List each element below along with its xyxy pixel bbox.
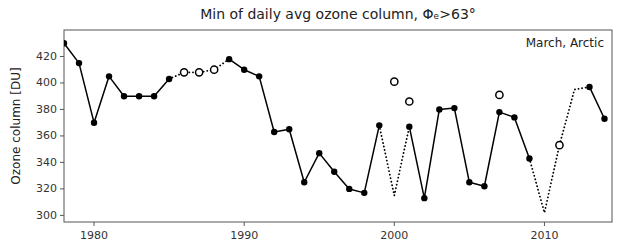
y-tick — [60, 135, 64, 136]
open-marker — [196, 69, 203, 76]
marker — [481, 183, 487, 189]
y-tick-label: 300 — [36, 209, 57, 222]
x-tick-label: 2000 — [380, 229, 408, 242]
marker — [346, 186, 352, 192]
x-tick — [94, 222, 95, 226]
marker — [436, 106, 442, 112]
x-tick — [244, 222, 245, 226]
line — [169, 59, 589, 213]
open-marker — [496, 91, 503, 98]
marker — [301, 179, 307, 185]
plot-area — [64, 40, 608, 213]
x-tick-label: 1980 — [80, 229, 108, 242]
y-tick-label: 400 — [36, 76, 57, 89]
marker — [121, 93, 127, 99]
y-tick-label: 380 — [36, 103, 57, 116]
x-tick-label: 1990 — [230, 229, 258, 242]
y-axis-label: Ozone column [DU] — [9, 67, 23, 184]
chart: 300 320 340 360 380 400 420 1980 1990 2000 2010 Min… — [0, 0, 624, 250]
marker — [406, 123, 412, 129]
marker — [361, 190, 367, 196]
marker — [151, 93, 157, 99]
marker — [241, 67, 247, 73]
y-tick-label: 360 — [36, 129, 57, 142]
title: Min of daily avg ozone column, Φₑ>63° — [200, 6, 476, 22]
marker — [451, 105, 457, 111]
open-marker — [391, 78, 398, 85]
marker — [76, 60, 82, 66]
open-marker — [181, 69, 188, 76]
y-tick — [60, 162, 64, 163]
marker — [166, 76, 172, 82]
y-tick — [60, 82, 64, 83]
marker — [91, 119, 97, 125]
marker — [466, 179, 472, 185]
y-tick-label: 320 — [36, 182, 57, 195]
x-tick — [394, 222, 395, 226]
marker — [526, 155, 532, 161]
plot-frame — [64, 30, 612, 222]
marker — [586, 84, 592, 90]
line — [64, 43, 604, 198]
marker — [511, 114, 517, 120]
annotation: March, Arctic — [526, 36, 604, 50]
y-tick-label: 420 — [36, 50, 57, 63]
marker — [136, 93, 142, 99]
marker — [421, 195, 427, 201]
open-marker — [406, 98, 413, 105]
open-marker — [211, 66, 218, 73]
marker — [316, 150, 322, 156]
y-tick — [60, 215, 64, 216]
marker — [271, 129, 277, 135]
y-tick-label: 340 — [36, 156, 57, 169]
marker — [376, 122, 382, 128]
marker — [286, 126, 292, 132]
marker — [496, 109, 502, 115]
marker — [331, 168, 337, 174]
marker — [64, 40, 67, 46]
x-tick — [544, 222, 545, 226]
open-marker — [556, 142, 563, 149]
marker — [601, 116, 607, 122]
marker — [226, 56, 232, 62]
y-tick — [60, 56, 64, 57]
y-tick — [60, 109, 64, 110]
marker — [256, 73, 262, 79]
x-tick-label: 2010 — [530, 229, 558, 242]
marker — [106, 73, 112, 79]
y-tick — [60, 188, 64, 189]
